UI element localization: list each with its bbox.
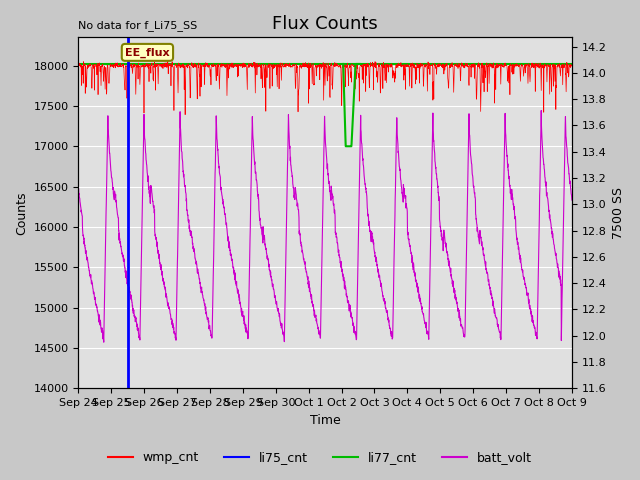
Legend: wmp_cnt, li75_cnt, li77_cnt, batt_volt: wmp_cnt, li75_cnt, li77_cnt, batt_volt [103, 446, 537, 469]
Text: EE_flux: EE_flux [125, 47, 170, 58]
Y-axis label: 7500 SS: 7500 SS [612, 187, 625, 239]
Y-axis label: Counts: Counts [15, 191, 28, 235]
X-axis label: Time: Time [310, 414, 340, 427]
Text: No data for f_Li75_SS: No data for f_Li75_SS [79, 20, 198, 31]
Title: Flux Counts: Flux Counts [272, 15, 378, 33]
